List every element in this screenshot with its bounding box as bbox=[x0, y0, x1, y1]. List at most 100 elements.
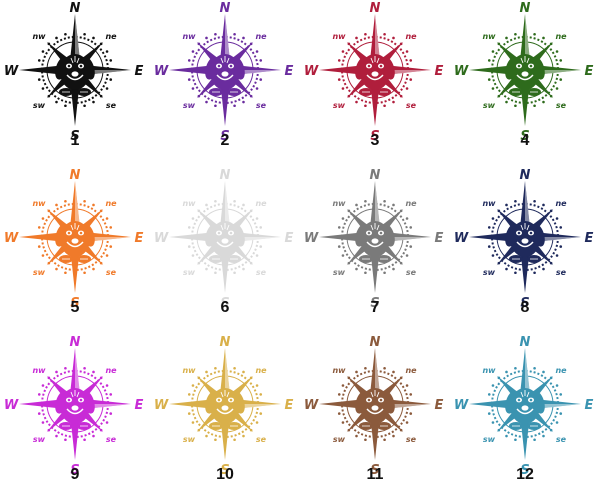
east-label: E bbox=[585, 231, 594, 246]
compass-rose-graphic: N S W Enw ne sw se bbox=[154, 335, 294, 476]
northeast-label: ne bbox=[555, 32, 567, 41]
south-label: S bbox=[220, 129, 229, 142]
north-label: N bbox=[220, 168, 231, 183]
west-label: W bbox=[454, 64, 469, 79]
east-label: E bbox=[285, 231, 294, 246]
southwest-label: sw bbox=[183, 268, 196, 277]
variant-number-label: 6 bbox=[220, 299, 230, 316]
southwest-label: sw bbox=[483, 435, 496, 444]
variant-number-label: 8 bbox=[520, 299, 530, 316]
south-label: S bbox=[370, 463, 379, 476]
north-label: N bbox=[70, 168, 81, 183]
north-label: N bbox=[370, 168, 381, 183]
north-label: N bbox=[220, 335, 231, 350]
compass-rose-graphic: N S W Enw ne sw se bbox=[454, 335, 594, 476]
southeast-label: se bbox=[556, 268, 567, 277]
north-label: N bbox=[70, 1, 81, 16]
dog-head-illustration bbox=[505, 388, 545, 430]
east-label: E bbox=[285, 64, 294, 79]
compass-rose-graphic: N S W Enw ne sw se bbox=[304, 168, 444, 309]
north-label: N bbox=[220, 1, 231, 16]
compass-rose-graphic: N S W Enw ne sw se bbox=[4, 335, 144, 476]
variant-number-label: 11 bbox=[366, 466, 384, 483]
west-label: W bbox=[454, 398, 469, 413]
northeast-label: ne bbox=[105, 32, 117, 41]
variant-number-label: 7 bbox=[370, 299, 380, 316]
northeast-label: ne bbox=[555, 199, 567, 208]
variant-number-label: 10 bbox=[216, 466, 234, 483]
northwest-label: nw bbox=[482, 32, 496, 41]
south-label: S bbox=[70, 129, 79, 142]
compass-rose-graphic: N S W Enw ne sw se bbox=[154, 1, 294, 142]
northeast-label: ne bbox=[405, 32, 417, 41]
north-label: N bbox=[70, 335, 81, 350]
south-label: S bbox=[370, 296, 379, 309]
east-label: E bbox=[435, 231, 444, 246]
southeast-label: se bbox=[406, 101, 417, 110]
south-label: S bbox=[520, 129, 529, 142]
southeast-label: se bbox=[106, 435, 117, 444]
west-label: W bbox=[304, 398, 319, 413]
northeast-label: ne bbox=[255, 199, 267, 208]
compass-rose-graphic: N S W Enw ne sw se bbox=[4, 1, 144, 142]
dog-head-illustration bbox=[355, 221, 395, 263]
west-label: W bbox=[304, 64, 319, 79]
south-label: S bbox=[220, 296, 229, 309]
variant-number-label: 2 bbox=[220, 132, 230, 149]
southeast-label: se bbox=[556, 435, 567, 444]
northeast-label: ne bbox=[255, 366, 267, 375]
northeast-label: ne bbox=[105, 366, 117, 375]
compass-rose-graphic: N S W Enw ne sw se bbox=[154, 168, 294, 309]
northwest-label: nw bbox=[332, 199, 346, 208]
dog-head-illustration bbox=[505, 221, 545, 263]
northeast-label: ne bbox=[555, 366, 567, 375]
north-label: N bbox=[520, 1, 531, 16]
west-label: W bbox=[304, 231, 319, 246]
southwest-label: sw bbox=[483, 268, 496, 277]
northwest-label: nw bbox=[32, 199, 46, 208]
variant-number-label: 1 bbox=[70, 132, 80, 149]
southwest-label: sw bbox=[183, 101, 196, 110]
dog-head-illustration bbox=[355, 388, 395, 430]
compass-rose-graphic: N S W Enw ne sw se bbox=[454, 1, 594, 142]
northeast-label: ne bbox=[405, 366, 417, 375]
south-label: S bbox=[220, 463, 229, 476]
southeast-label: se bbox=[256, 268, 267, 277]
west-label: W bbox=[154, 231, 169, 246]
compass-rose-graphic: N S W Enw ne sw se bbox=[4, 168, 144, 309]
northwest-label: nw bbox=[32, 366, 46, 375]
east-label: E bbox=[285, 398, 294, 413]
compass-rose-graphic: N S W Enw ne sw se bbox=[304, 1, 444, 142]
southwest-label: sw bbox=[333, 101, 346, 110]
south-label: S bbox=[520, 296, 529, 309]
north-label: N bbox=[520, 335, 531, 350]
south-label: S bbox=[370, 129, 379, 142]
dog-head-illustration bbox=[55, 54, 95, 96]
east-label: E bbox=[135, 64, 144, 79]
northwest-label: nw bbox=[332, 366, 346, 375]
dog-head-illustration bbox=[205, 388, 245, 430]
northwest-label: nw bbox=[332, 32, 346, 41]
north-label: N bbox=[520, 168, 531, 183]
dog-head-illustration bbox=[355, 54, 395, 96]
dog-head-illustration bbox=[55, 388, 95, 430]
north-label: N bbox=[370, 1, 381, 16]
northeast-label: ne bbox=[255, 32, 267, 41]
southeast-label: se bbox=[106, 101, 117, 110]
north-label: N bbox=[370, 335, 381, 350]
east-label: E bbox=[435, 398, 444, 413]
southwest-label: sw bbox=[33, 268, 46, 277]
northwest-label: nw bbox=[182, 199, 196, 208]
west-label: W bbox=[4, 231, 19, 246]
variant-number-label: 9 bbox=[70, 466, 80, 483]
east-label: E bbox=[135, 231, 144, 246]
